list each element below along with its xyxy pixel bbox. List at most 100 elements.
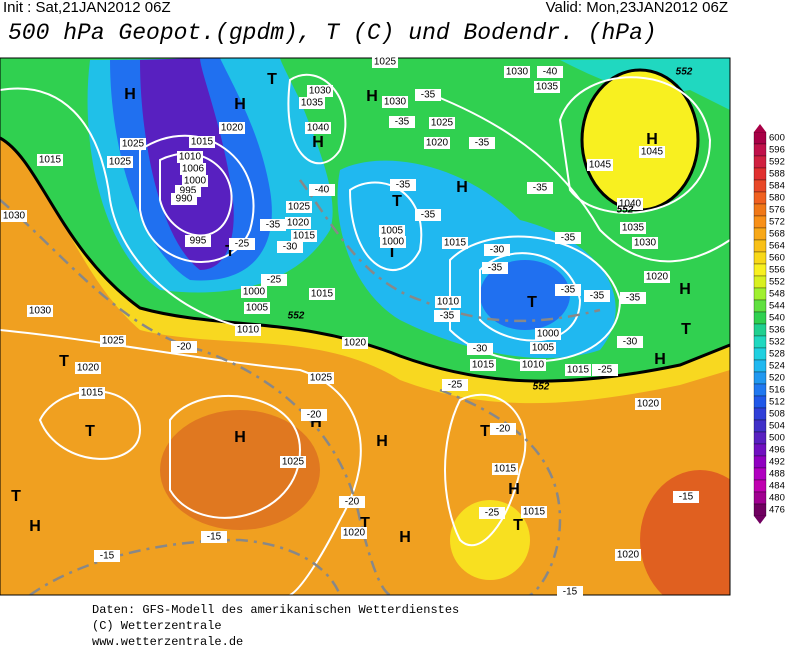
isobar-label-box — [639, 146, 665, 158]
isobar-label: 1000 — [243, 287, 266, 298]
colorbar-cap — [754, 516, 766, 524]
isotherm — [439, 388, 562, 595]
isobar-label: 1045 — [641, 147, 664, 158]
isobar-label: 1015 — [472, 360, 495, 371]
colorbar-swatch — [753, 371, 767, 385]
pressure-center: H — [508, 481, 520, 498]
temperature-label-box — [339, 496, 365, 508]
pressure-center: T — [59, 353, 69, 370]
colorbar: 6005965925885845805765725685645605565525… — [753, 124, 785, 524]
colorbar-swatch — [753, 491, 767, 505]
isobar-label-box — [635, 398, 661, 410]
colorbar-swatch — [753, 335, 767, 349]
colorbar-label: 564 — [769, 241, 785, 252]
isobar-label: 1010 — [437, 297, 460, 308]
temperature-label-box — [490, 423, 516, 435]
temperature-label: -20 — [307, 410, 322, 421]
isobar-label-box — [617, 198, 643, 210]
isobar-label: 1015 — [567, 365, 590, 376]
colorbar-swatch — [753, 467, 767, 481]
temperature-label: -20 — [496, 424, 511, 435]
temperature-label: -25 — [267, 275, 282, 286]
temperature-label-box — [389, 116, 415, 128]
contour-552 — [0, 136, 730, 383]
temperature-label-box — [467, 343, 493, 355]
isobar-label-box — [79, 387, 105, 399]
isobar-label: 1025 — [431, 118, 454, 129]
isobar-label-box — [470, 359, 496, 371]
colorbar-label: 524 — [769, 361, 785, 372]
colorbar-swatch — [753, 215, 767, 229]
colorbar-label: 552 — [769, 277, 785, 288]
isobar-label: 990 — [176, 194, 193, 205]
isobar-label: 1020 — [646, 272, 669, 283]
isobar-label: 1010 — [237, 325, 260, 336]
isobar-label-box — [644, 271, 670, 283]
colorbar-label: 556 — [769, 265, 785, 276]
isobar-label-box — [530, 342, 556, 354]
temperature-label: -35 — [421, 210, 436, 221]
colorbar-label: 580 — [769, 193, 785, 204]
isobar-label: 1020 — [221, 123, 244, 134]
isotherm — [0, 199, 391, 595]
isobar-label-box — [424, 137, 450, 149]
colorbar-swatch — [753, 131, 767, 145]
colorbar-swatch — [753, 239, 767, 253]
colorbar-label: 596 — [769, 145, 785, 156]
isobar-label-box — [299, 97, 325, 109]
temperature-label: -30 — [473, 344, 488, 355]
footer-line: www.wetterzentrale.de — [92, 635, 243, 648]
colorbar-swatch — [753, 203, 767, 217]
isobar-label-box — [615, 549, 641, 561]
isobar-label: 1030 — [309, 86, 332, 97]
isobar-label-box — [286, 201, 312, 213]
temperature-label-box — [229, 238, 255, 250]
isobar-label-box — [380, 236, 406, 248]
temperature-label-box — [415, 209, 441, 221]
colorbar-label: 600 — [769, 133, 785, 144]
colorbar-swatch — [753, 251, 767, 265]
isobar-label: 995 — [190, 236, 207, 247]
isobar-label-box — [565, 364, 591, 376]
colorbar-label: 532 — [769, 337, 785, 348]
isobar-label: 1025 — [282, 457, 305, 468]
pressure-center: H — [376, 433, 388, 450]
colorbar-label: 476 — [769, 505, 785, 516]
colorbar-label: 584 — [769, 181, 785, 192]
colorbar-swatch — [753, 443, 767, 457]
pressure-center: H — [654, 351, 666, 368]
colorbar-swatch — [753, 383, 767, 397]
isobar-label: 1020 — [287, 218, 310, 229]
colorbar-label: 500 — [769, 433, 785, 444]
isobar-label: 1020 — [344, 338, 367, 349]
isobar-label: 1035 — [536, 82, 559, 93]
field-dark-orange — [640, 470, 730, 595]
valid-time: Valid: Mon,23JAN2012 06Z — [546, 0, 728, 16]
pressure-center: H — [29, 518, 41, 535]
pressure-center: T — [387, 244, 397, 261]
isobar-label-box — [308, 372, 334, 384]
colorbar-swatch — [753, 227, 767, 241]
temperature-label: -35 — [266, 220, 281, 231]
temperature-label: -30 — [283, 242, 298, 253]
temperature-label: -35 — [561, 233, 576, 244]
isobar — [348, 181, 423, 271]
isobar-label-box — [280, 456, 306, 468]
isobar-label-box — [372, 56, 398, 68]
temperature-label-box — [527, 182, 553, 194]
isobar — [558, 76, 712, 214]
isobar-label: 1006 — [182, 164, 205, 175]
geopotential-label: 552 — [533, 382, 550, 393]
geopotential-label: 552 — [676, 67, 693, 78]
colorbar-label: 488 — [769, 469, 785, 480]
isotherm — [298, 179, 601, 323]
temperature-label: -25 — [598, 365, 613, 376]
colorbar-swatch — [753, 419, 767, 433]
temperature-label: -40 — [315, 185, 330, 196]
geopotential-label: 552 — [617, 205, 634, 216]
isobar-label: 1020 — [617, 550, 640, 561]
temperature-label-box — [277, 241, 303, 253]
isobar-label: 1040 — [619, 199, 642, 210]
pressure-center: H — [646, 131, 658, 148]
isobar-label-box — [75, 362, 101, 374]
